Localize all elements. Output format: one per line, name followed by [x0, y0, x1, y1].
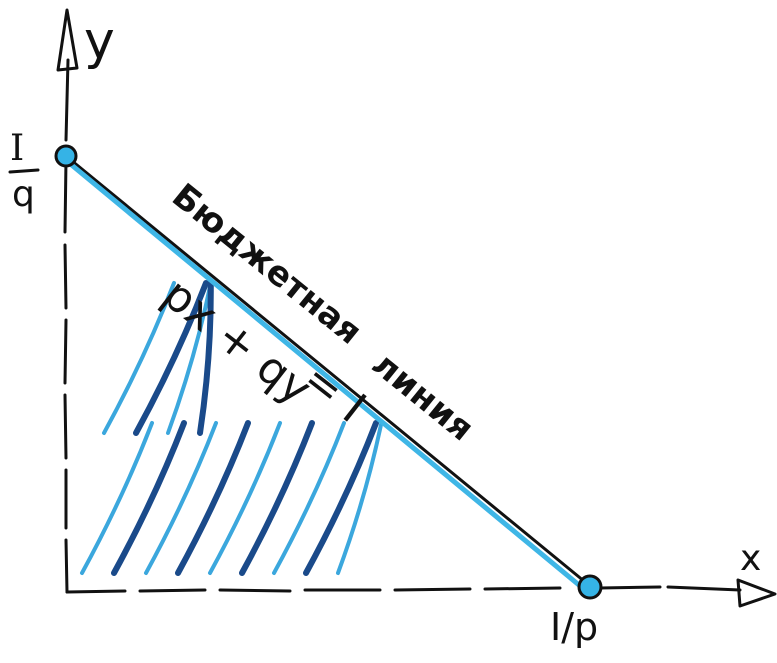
fraction-bar	[8, 168, 40, 174]
y-intercept-numerator: I	[10, 128, 24, 169]
hatch-stroke	[175, 420, 251, 576]
y-axis-label: y	[84, 11, 115, 71]
x-axis	[65, 585, 742, 594]
hatch-stroke	[144, 421, 218, 575]
x-axis-arrowhead	[736, 578, 777, 608]
y-axis-arrowhead	[56, 8, 79, 72]
y-intercept-denominator: q	[12, 174, 35, 215]
feasible-region-hatching	[80, 280, 384, 576]
y-axis	[63, 58, 70, 594]
x-intercept-label: I/p	[550, 605, 598, 649]
axes	[56, 8, 777, 608]
hatch-stroke	[197, 280, 214, 436]
x-intercept-point	[577, 574, 603, 600]
y-intercept-label: I q	[8, 128, 40, 215]
hatch-stroke	[166, 281, 213, 435]
budget-line-name-word2: линия	[364, 344, 481, 449]
budget-line	[64, 154, 592, 593]
hatch-stroke	[239, 420, 315, 576]
hatch-stroke	[102, 281, 176, 435]
hatch-stroke	[272, 421, 346, 575]
hatch-stroke	[303, 420, 379, 576]
hatch-stroke	[133, 280, 209, 436]
y-intercept-point	[54, 144, 78, 168]
hatch-stroke	[80, 421, 154, 575]
hatch-stroke	[111, 420, 187, 576]
hatch-stroke	[208, 421, 282, 575]
hatch-stroke	[336, 421, 384, 575]
x-axis-label: x	[740, 538, 761, 579]
